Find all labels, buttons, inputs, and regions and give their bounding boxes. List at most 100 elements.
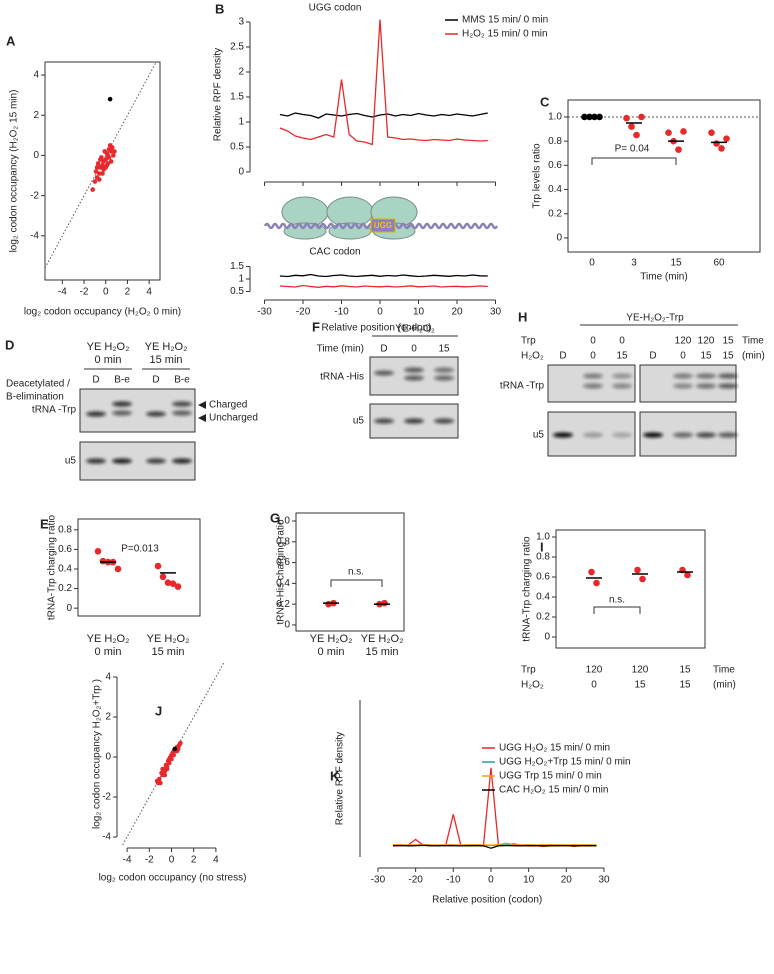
point (164, 579, 172, 586)
x-tick-label: -2 (80, 287, 89, 298)
x-category-label: YE H₂O₂ 0 min (309, 633, 353, 658)
x-tick-label: 10 (523, 875, 535, 886)
ribosome-diagram (263, 196, 499, 240)
point (164, 766, 170, 772)
point (108, 159, 114, 164)
x-tick-label: 0 (169, 855, 175, 866)
group-label: YE H₂O₂ 0 min (86, 341, 130, 366)
point (162, 772, 168, 778)
lane-label: 120 (675, 336, 692, 347)
point (638, 113, 645, 121)
x-axis-label: Relative position (codon) (432, 895, 542, 906)
plot-frame (44, 61, 161, 281)
row-label: u5 (65, 456, 77, 467)
legend-label: CAC H₂O₂ 15 min/ 0 min (499, 785, 608, 796)
y-tick-label: -4 (102, 832, 111, 843)
band (696, 432, 716, 438)
panel-letter: K (330, 768, 340, 783)
point (102, 149, 107, 154)
x-tick-label: 0 (103, 287, 109, 298)
group-label: YE H₂O₂ 15 min (144, 341, 188, 366)
y-tick-label: 4 (105, 672, 111, 683)
y-tick-label: 0.4 (276, 578, 290, 589)
band (434, 375, 454, 381)
y-tick-label: 0.8 (276, 536, 290, 547)
lane-label: 0 (590, 351, 596, 362)
point (90, 187, 96, 192)
condition-label: H₂O₂ (521, 351, 544, 362)
x-axis-label: Time (min) (640, 272, 687, 283)
condition-label: Trp (521, 336, 536, 347)
point (628, 123, 635, 130)
y-tick-label: 0.2 (548, 208, 562, 219)
panel-letter: J (155, 703, 162, 718)
gel (79, 388, 196, 433)
point (639, 575, 646, 583)
point (680, 128, 687, 135)
y-tick-label: 0.4 (548, 184, 562, 195)
x-tick-label: 0 (488, 875, 494, 886)
band (86, 411, 106, 417)
x-category-label: YE H₂O₂ 15 min (360, 633, 404, 658)
point (156, 776, 162, 782)
y-tick-label: 0 (544, 632, 550, 643)
y-tick-label: 0.5 (230, 286, 244, 297)
point (155, 780, 161, 786)
band (434, 418, 454, 424)
series-line (392, 844, 597, 849)
x-tick-label: -10 (334, 307, 349, 318)
x-tick-label: -4 (123, 855, 132, 866)
significance-bracket (591, 157, 677, 165)
series-line (392, 842, 597, 846)
point (94, 548, 102, 555)
y-axis-label: tRNA-His charging ratio (276, 519, 287, 624)
identity-line (44, 61, 157, 269)
band (673, 373, 693, 379)
marker-label: Uncharged (209, 413, 258, 424)
y-tick-label: 1.5 (230, 92, 244, 103)
lane-label: D (92, 375, 99, 386)
x-category-label: 3 (631, 258, 637, 269)
x-tick-label: 0 (377, 307, 383, 318)
point (159, 573, 167, 581)
lane-label: 0 (619, 336, 625, 347)
panel-letter: I (540, 539, 544, 554)
chart-title: CAC codon (309, 247, 360, 258)
annotation: P=0.013 (121, 544, 159, 555)
y-axis-label: Trp levels ratio (532, 143, 543, 209)
y-tick-label: 1 (238, 274, 244, 285)
lane-label: B-e (114, 375, 130, 386)
band (718, 432, 738, 438)
y-tick-label: 0.6 (536, 572, 550, 583)
lane-label: 15 (700, 351, 712, 362)
legend-label: UGG H₂O₂+Trp 15 min/ 0 min (499, 757, 631, 768)
point (634, 566, 641, 574)
point (101, 167, 106, 172)
legend-label: MMS 15 min/ 0 min (462, 15, 548, 26)
point (593, 579, 600, 587)
series-line (279, 273, 488, 278)
band (696, 373, 716, 379)
unit-label: Time (742, 336, 764, 347)
band (718, 383, 738, 389)
plot-frame (295, 512, 405, 632)
panel-letter: D (5, 337, 14, 352)
band (434, 367, 454, 373)
x-tick-label: 30 (598, 875, 610, 886)
point (169, 580, 177, 587)
legend-label: H₂O₂ 15 min/ 0 min (462, 29, 548, 40)
panel-letter: B (215, 1, 224, 16)
point (154, 562, 162, 570)
x-category-label: 0 (589, 258, 595, 269)
y-tick-label: 0.4 (536, 592, 550, 603)
y-axis-label: log₂ codon occupancy H₂O₂+Trp ) (92, 679, 103, 829)
x-row-value: 120 (632, 665, 649, 676)
y-tick-label: 4 (33, 70, 39, 81)
x-row-label: Trp (521, 665, 536, 676)
y-tick-label: 2 (33, 110, 39, 121)
panel-letter: H (518, 309, 527, 324)
panel-letter: A (6, 33, 16, 48)
lane-label: 120 (698, 336, 715, 347)
y-tick-label: 0.8 (536, 552, 550, 563)
